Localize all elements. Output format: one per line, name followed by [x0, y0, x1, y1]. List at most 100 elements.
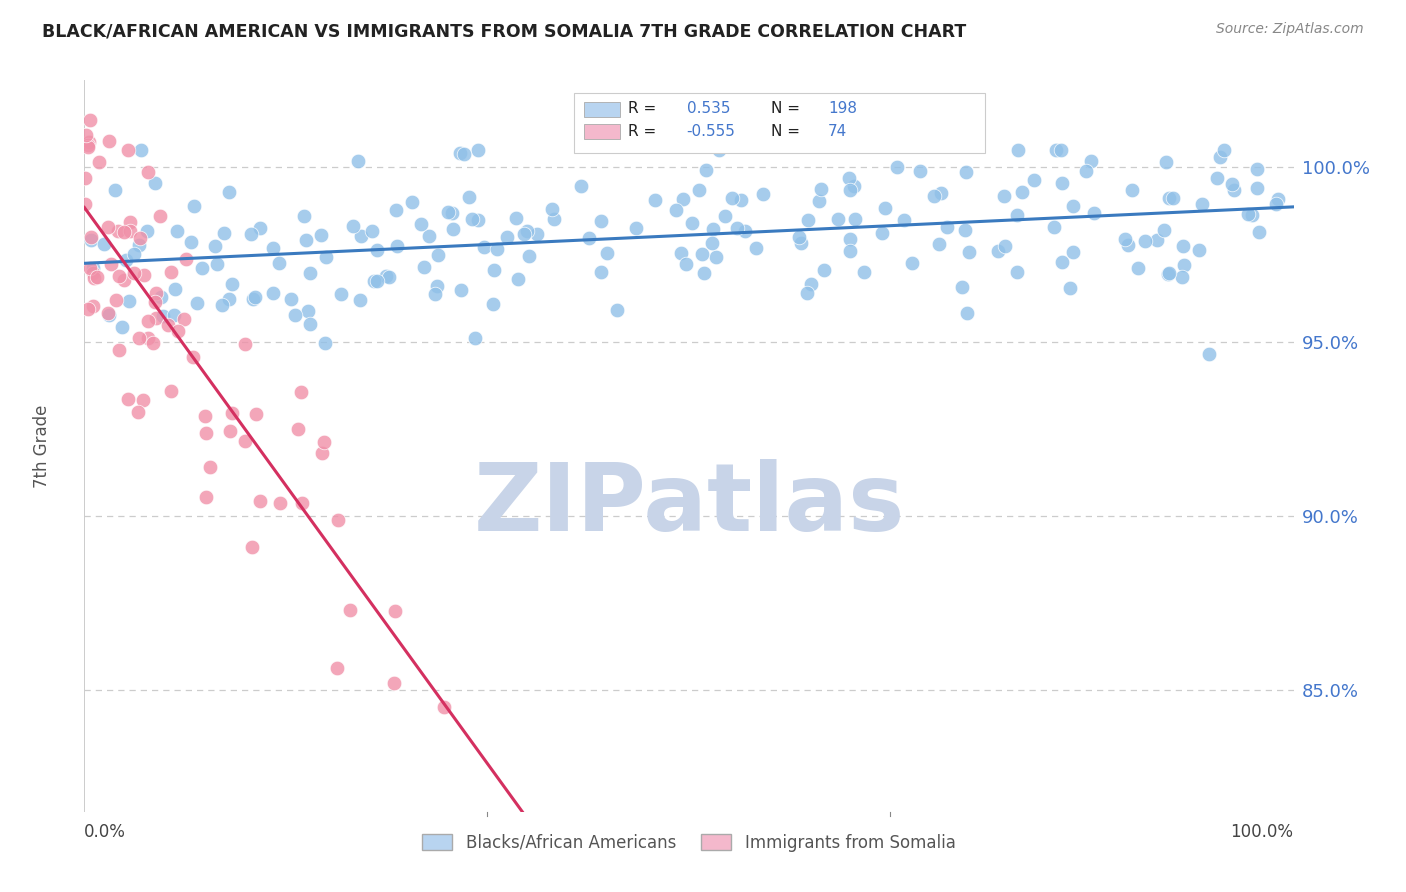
Point — [117, 143, 139, 157]
Point — [853, 265, 876, 279]
Point — [474, 240, 496, 254]
Point — [284, 308, 307, 322]
Point — [900, 255, 922, 269]
Point — [374, 269, 396, 284]
Point — [1050, 255, 1073, 269]
Point — [152, 309, 174, 323]
Point — [1171, 239, 1194, 253]
Point — [1191, 197, 1213, 211]
Point — [214, 226, 236, 240]
Point — [107, 268, 129, 283]
Text: N =: N = — [770, 102, 806, 116]
Point — [797, 212, 820, 227]
Point — [672, 192, 695, 206]
Point — [838, 171, 860, 186]
Point — [950, 280, 973, 294]
Point — [143, 295, 166, 310]
Point — [484, 262, 506, 277]
Text: Source: ZipAtlas.com: Source: ZipAtlas.com — [1216, 22, 1364, 37]
Point — [886, 160, 908, 174]
Point — [100, 257, 122, 271]
Point — [387, 239, 409, 253]
Point — [688, 183, 710, 197]
Point — [86, 270, 108, 285]
Point — [378, 269, 401, 284]
Point — [149, 209, 172, 223]
Point — [107, 224, 129, 238]
Point — [721, 191, 744, 205]
Point — [690, 246, 713, 260]
Point — [79, 260, 101, 275]
Point — [1153, 222, 1175, 236]
Point — [218, 185, 240, 199]
Point — [76, 137, 98, 152]
Point — [787, 229, 810, 244]
Point — [457, 190, 479, 204]
Point — [495, 230, 517, 244]
Point — [842, 178, 865, 193]
FancyBboxPatch shape — [583, 124, 620, 139]
Point — [1246, 181, 1268, 195]
Point — [242, 292, 264, 306]
Text: -0.555: -0.555 — [686, 124, 735, 139]
Point — [218, 293, 240, 307]
Point — [181, 350, 204, 364]
Point — [339, 603, 361, 617]
Point — [681, 216, 703, 230]
Point — [77, 135, 100, 149]
FancyBboxPatch shape — [574, 94, 986, 153]
Point — [1062, 199, 1084, 213]
Point — [725, 221, 748, 235]
Point — [959, 244, 981, 259]
Point — [287, 422, 309, 436]
Text: ZIPatlas: ZIPatlas — [474, 458, 904, 550]
Point — [82, 261, 104, 276]
Point — [411, 217, 433, 231]
Point — [118, 224, 141, 238]
Point — [112, 225, 135, 239]
Point — [929, 186, 952, 200]
Point — [467, 213, 489, 227]
Point — [1209, 150, 1232, 164]
Point — [516, 224, 538, 238]
Point — [730, 193, 752, 207]
Point — [807, 194, 830, 209]
Point — [591, 265, 613, 279]
Point — [366, 273, 388, 287]
Point — [526, 227, 548, 242]
Point — [1157, 268, 1180, 282]
Point — [1083, 205, 1105, 219]
Point — [159, 264, 181, 278]
Point — [734, 224, 756, 238]
Text: 100.0%: 100.0% — [1230, 822, 1294, 840]
Point — [1265, 197, 1288, 211]
Point — [97, 306, 120, 320]
Point — [292, 209, 315, 223]
Point — [433, 699, 456, 714]
Point — [79, 112, 101, 127]
Point — [363, 273, 385, 287]
Point — [675, 257, 697, 271]
Point — [350, 228, 373, 243]
Point — [1206, 171, 1229, 186]
Point — [589, 214, 612, 228]
Point — [194, 409, 217, 423]
Point — [219, 424, 242, 438]
Point — [1240, 208, 1263, 222]
Point — [89, 155, 111, 169]
Point — [240, 540, 263, 554]
Point — [75, 196, 97, 211]
Point — [606, 302, 628, 317]
Point — [796, 285, 818, 300]
Point — [129, 143, 152, 157]
Legend: Blacks/African Americans, Immigrants from Somalia: Blacks/African Americans, Immigrants fro… — [416, 827, 962, 858]
Point — [104, 293, 127, 308]
Point — [312, 435, 335, 450]
Text: R =: R = — [628, 102, 662, 116]
Point — [893, 213, 915, 227]
Point — [295, 233, 318, 247]
Point — [506, 272, 529, 286]
Point — [1161, 191, 1184, 205]
Point — [839, 183, 862, 197]
Point — [298, 317, 321, 331]
